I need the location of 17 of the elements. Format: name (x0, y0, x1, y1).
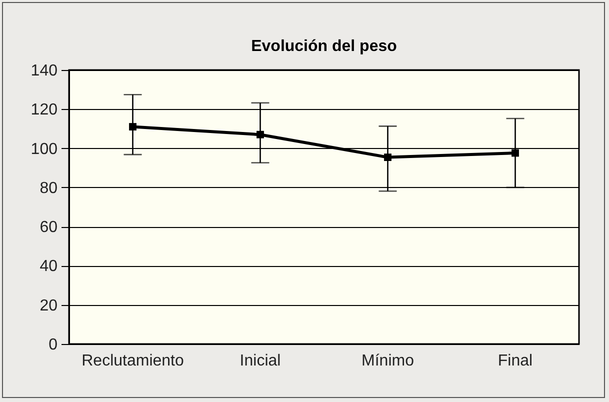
y-tick-label: 140 (30, 62, 58, 80)
point (256, 130, 264, 138)
y-tick-label: 80 (40, 180, 58, 197)
y-tick-label: 120 (30, 102, 58, 119)
point (512, 149, 519, 157)
point (129, 123, 136, 130)
x-tick-label: Final (498, 352, 533, 370)
y-tick-label: 60 (40, 219, 58, 236)
y-tick-label: 40 (40, 258, 58, 276)
y-tick-label: 20 (40, 297, 58, 314)
y-tick-label: 100 (30, 140, 58, 158)
x-tick-label: Inicial (240, 352, 281, 370)
x-tick-label: Reclutamiento (82, 352, 184, 370)
x-tick-label: Mínimo (362, 352, 414, 370)
point (384, 154, 392, 161)
chart-title: Evolución del peso (251, 38, 398, 55)
y-tick-label: 0 (48, 336, 58, 354)
